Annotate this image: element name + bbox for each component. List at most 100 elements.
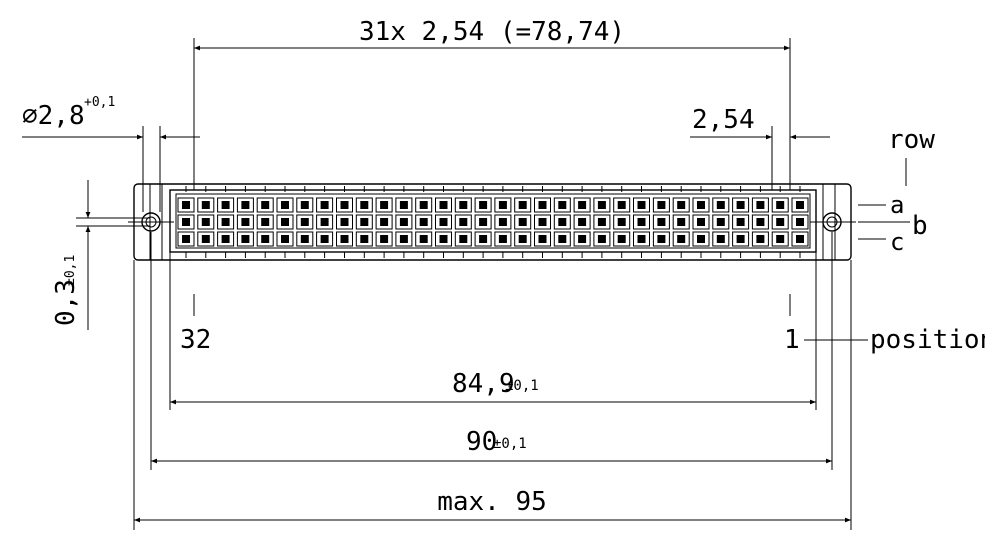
pin-contact [697,201,705,209]
pin-cavity [355,231,373,247]
pin-cavity [791,231,809,247]
row-c-label: c [890,228,904,256]
pin-contact [320,218,329,226]
inner-length-tolerance: ±0,1 [505,378,539,394]
inner-length-label: 84,9 [452,369,515,399]
position-1-label: 1 [784,325,800,355]
pin-contact [182,201,190,209]
pin-contact [776,235,785,243]
pin-cavity [395,214,413,230]
pin-cavity [415,214,433,230]
pin-contact [300,201,309,209]
pin-cavity [514,214,532,230]
pin-cavity [177,214,195,230]
pin-cavity [177,197,195,213]
pin-contact [498,235,507,243]
pin-cavity [375,231,393,247]
pin-cavity [652,197,670,213]
pin-cavity [692,214,710,230]
pin-cavity [712,214,730,230]
pin-cavity [613,231,631,247]
pin-cavity [633,197,650,213]
offset-tolerance: ±0,1 [63,255,78,286]
pin-cavity [435,231,452,247]
pin-cavity [454,197,472,213]
pin-cavity [652,214,670,230]
pin-contact [716,218,725,226]
pin-contact [182,235,190,243]
pin-contact [399,218,408,226]
pin-cavity [534,197,551,213]
pin-contact [657,218,666,226]
pin-cavity [276,231,294,247]
pin-contact [498,218,507,226]
pin-contact [756,218,765,226]
hole-spacing-label: 90 [466,427,497,457]
pin-cavity [751,231,769,247]
pin-contact [538,218,547,226]
pin-contact [419,201,428,209]
pin-contact [479,218,488,226]
pin-cavity [751,197,769,213]
pin-contact [340,218,349,226]
pin-cavity [534,214,551,230]
pin-contact [360,235,369,243]
pin-cavity [395,231,413,247]
pitch-single-label: 2,54 [692,105,755,135]
pin-contact [241,218,250,226]
pin-cavity [336,197,353,213]
pin-contact [558,218,567,226]
pin-contact [558,235,567,243]
pin-cavity [593,214,611,230]
pin-cavity [296,231,314,247]
pin-cavity [217,214,235,230]
pin-contact [201,235,210,243]
pin-cavity [494,214,512,230]
pin-contact [221,218,230,226]
pin-contact [518,218,527,226]
pin-cavity [771,214,789,230]
pin-contact [261,235,270,243]
pin-contact [716,201,725,209]
position-legend: 32 1 position [180,294,985,355]
pin-contact [479,235,488,243]
pin-cavity [316,197,334,213]
pin-contact [578,201,587,209]
pin-cavity [514,231,532,247]
pin-cavity [613,197,631,213]
pin-cavity [236,214,254,230]
pin-cavity [633,214,650,230]
pin-contact [419,235,428,243]
pin-contact [380,201,389,209]
pin-contact [459,201,468,209]
pin-contact [597,235,606,243]
pin-contact [201,201,210,209]
row-b-label: b [912,211,928,241]
pin-cavity [652,231,670,247]
pin-cavity [712,231,730,247]
pin-contact [439,218,448,226]
pin-contact [538,201,547,209]
hole-spacing-tolerance: ±0,1 [493,436,527,452]
pin-cavity [692,197,710,213]
pin-cavity [593,197,611,213]
pin-contact [756,201,765,209]
pin-contact [281,218,289,226]
pin-cavity [256,231,274,247]
pin-cavity [197,231,215,247]
pin-cavity [415,231,433,247]
pin-cavity [791,197,809,213]
pin-contact [776,201,785,209]
pin-cavity [355,214,373,230]
pin-contact [637,235,646,243]
offset-dimension: 0,3 ±0,1 [51,180,150,330]
pin-cavity [236,197,254,213]
pin-contact [716,235,725,243]
pin-cavity [553,197,571,213]
pin-contact [439,201,448,209]
pin-contact [479,201,488,209]
inner-length-dimension: 84,9 ±0,1 [169,252,817,410]
pin-contact [201,218,210,226]
pitch-total-label: 31x 2,54 (=78,74) [359,17,625,47]
pin-contact [182,218,190,226]
